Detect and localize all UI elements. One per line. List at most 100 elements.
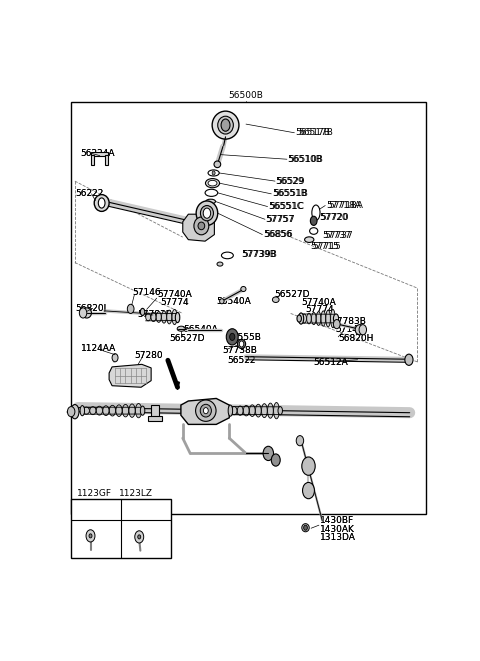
Ellipse shape xyxy=(237,406,243,415)
Bar xyxy=(151,405,158,420)
Ellipse shape xyxy=(355,325,364,335)
Ellipse shape xyxy=(274,403,279,419)
Text: 56224A: 56224A xyxy=(81,149,115,157)
Text: 56527D: 56527D xyxy=(170,334,205,344)
Ellipse shape xyxy=(172,309,177,325)
Ellipse shape xyxy=(255,405,261,417)
Ellipse shape xyxy=(221,252,233,258)
Bar xyxy=(91,151,108,156)
Text: 56551C: 56551C xyxy=(269,202,304,211)
Text: 56856: 56856 xyxy=(264,230,293,239)
Ellipse shape xyxy=(310,227,318,234)
Ellipse shape xyxy=(204,408,208,414)
Ellipse shape xyxy=(205,178,219,188)
Text: 57774: 57774 xyxy=(305,305,334,315)
Ellipse shape xyxy=(331,309,335,328)
Ellipse shape xyxy=(217,262,223,266)
Text: 56522: 56522 xyxy=(228,356,256,366)
Ellipse shape xyxy=(135,403,142,418)
Text: 56522: 56522 xyxy=(228,356,256,366)
Text: 57783B: 57783B xyxy=(331,317,366,326)
Ellipse shape xyxy=(146,313,151,321)
Ellipse shape xyxy=(98,198,105,208)
Text: 57738B: 57738B xyxy=(222,346,257,354)
Text: 1123GF: 1123GF xyxy=(77,488,112,498)
Ellipse shape xyxy=(194,217,209,235)
Ellipse shape xyxy=(219,299,224,304)
Text: 56529: 56529 xyxy=(276,176,304,186)
Text: 57740A: 57740A xyxy=(157,290,192,299)
Ellipse shape xyxy=(198,222,204,230)
Text: 56527D: 56527D xyxy=(275,290,310,299)
Ellipse shape xyxy=(297,315,301,322)
Text: 1430BF: 1430BF xyxy=(320,516,354,525)
Ellipse shape xyxy=(208,170,219,176)
Text: 56517B: 56517B xyxy=(298,128,333,137)
Circle shape xyxy=(271,454,280,466)
Text: 56540A: 56540A xyxy=(216,297,251,306)
Ellipse shape xyxy=(200,405,211,417)
Ellipse shape xyxy=(299,313,304,324)
Text: 56500B: 56500B xyxy=(228,91,264,100)
Circle shape xyxy=(112,354,118,362)
Text: 57715: 57715 xyxy=(310,242,339,251)
Ellipse shape xyxy=(175,313,180,323)
Text: 56820J: 56820J xyxy=(75,304,106,313)
Text: 56551B: 56551B xyxy=(273,189,308,198)
Text: 56856: 56856 xyxy=(263,230,292,239)
Ellipse shape xyxy=(195,400,216,421)
Ellipse shape xyxy=(82,308,91,318)
Text: 1123GF: 1123GF xyxy=(77,505,112,514)
Ellipse shape xyxy=(278,407,282,414)
Text: 57757: 57757 xyxy=(266,215,295,224)
Polygon shape xyxy=(181,399,229,424)
Text: 57146: 57146 xyxy=(132,288,161,297)
Ellipse shape xyxy=(307,313,311,324)
Ellipse shape xyxy=(241,286,246,292)
Ellipse shape xyxy=(129,404,135,417)
Text: 57783B: 57783B xyxy=(331,317,366,326)
Circle shape xyxy=(138,535,141,539)
Bar xyxy=(71,499,171,558)
Ellipse shape xyxy=(267,403,273,418)
Ellipse shape xyxy=(140,406,145,415)
Text: 57720: 57720 xyxy=(320,214,348,222)
Circle shape xyxy=(334,319,340,329)
Bar xyxy=(71,102,426,514)
Text: 57146: 57146 xyxy=(335,325,364,334)
Circle shape xyxy=(79,308,87,318)
Ellipse shape xyxy=(243,405,249,416)
Ellipse shape xyxy=(205,189,218,196)
Circle shape xyxy=(127,304,134,313)
Ellipse shape xyxy=(161,311,167,323)
Text: 56527D: 56527D xyxy=(170,334,205,344)
Text: 1123LZ: 1123LZ xyxy=(119,488,153,498)
Text: 56820H: 56820H xyxy=(338,334,373,344)
Text: 1430AK: 1430AK xyxy=(320,525,355,533)
Ellipse shape xyxy=(250,405,255,416)
Circle shape xyxy=(405,354,413,366)
Ellipse shape xyxy=(334,314,338,323)
Text: 57783B: 57783B xyxy=(137,310,172,319)
Text: 57740A: 57740A xyxy=(301,297,336,307)
Ellipse shape xyxy=(312,205,320,220)
Ellipse shape xyxy=(90,407,96,414)
Ellipse shape xyxy=(218,116,233,134)
Ellipse shape xyxy=(302,524,309,532)
Text: 57280: 57280 xyxy=(134,351,163,360)
Text: 57738B: 57738B xyxy=(222,346,257,354)
Circle shape xyxy=(203,208,211,218)
Text: 56527D: 56527D xyxy=(275,290,310,299)
Text: 56820J: 56820J xyxy=(75,304,106,313)
Ellipse shape xyxy=(305,237,314,243)
Circle shape xyxy=(89,534,92,538)
Ellipse shape xyxy=(196,201,218,225)
Ellipse shape xyxy=(80,406,84,416)
Circle shape xyxy=(229,333,235,340)
Circle shape xyxy=(212,171,215,175)
Text: 56820H: 56820H xyxy=(338,334,373,344)
Text: 56555B: 56555B xyxy=(227,333,262,342)
Ellipse shape xyxy=(156,312,161,323)
Text: 57783B: 57783B xyxy=(137,310,172,319)
Text: 57720: 57720 xyxy=(321,214,349,222)
